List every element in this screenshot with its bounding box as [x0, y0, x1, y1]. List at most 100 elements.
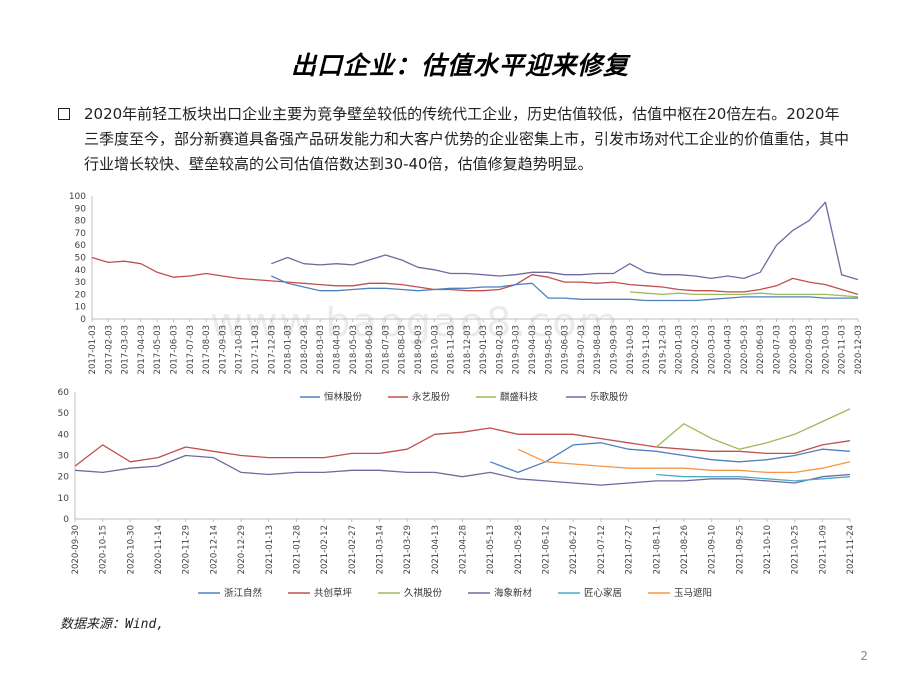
legend-top-label: 恒林股份	[324, 391, 363, 403]
x-tick-label: 2021-11-09	[818, 525, 828, 574]
x-tick-label: 2021-08-11	[652, 525, 662, 574]
x-tick-label: 2021-05-13	[486, 525, 496, 574]
x-tick-label: 2021-04-28	[459, 525, 469, 574]
series-line-1-0	[271, 201, 859, 281]
x-tick-label: 2017-05-03	[153, 325, 163, 374]
series-line-2-5	[517, 448, 851, 474]
x-tick-label: 2021-07-27	[625, 525, 635, 574]
x-tick-label: 2017-02-03	[104, 325, 114, 374]
x-tick-label: 2017-01-03	[88, 325, 98, 374]
x-tick-label: 2019-04-03	[528, 325, 538, 374]
x-tick-label: 2018-03-03	[316, 325, 326, 374]
x-tick-label: 2018-12-03	[463, 325, 473, 374]
x-tick-label: 2020-11-03	[838, 325, 848, 374]
series-line-2-2	[655, 408, 851, 450]
x-tick-label: 2017-08-03	[202, 325, 212, 374]
x-tick-label: 2021-10-25	[791, 525, 801, 574]
legend-bottom-label: 匠心家居	[584, 587, 622, 599]
series-line-2-4	[656, 473, 851, 482]
x-tick-label: 2019-02-03	[495, 325, 505, 374]
x-tick-label: 2020-03-03	[707, 325, 717, 374]
x-tick-label: 2018-02-03	[300, 325, 310, 374]
y-tick-label: 50	[75, 254, 87, 264]
x-tick-label: 2021-01-13	[265, 525, 275, 574]
x-tick-label: 2020-12-03	[854, 325, 864, 374]
x-tick-label: 2020-10-15	[99, 525, 109, 574]
y-tick-label: 30	[75, 278, 87, 288]
x-tick-label: 2021-09-25	[735, 525, 745, 574]
x-tick-label: 2020-10-03	[821, 325, 831, 374]
legend-top-label: 永艺股份	[412, 391, 451, 403]
x-tick-label: 2020-11-14	[154, 525, 164, 574]
x-tick-label: 2020-10-30	[126, 525, 136, 574]
y-tick-label: 10	[58, 494, 70, 504]
y-tick-label: 20	[58, 473, 70, 483]
x-tick-label: 2018-04-03	[332, 325, 342, 374]
x-tick-label: 2019-09-03	[610, 325, 620, 374]
watermark: www.baogao8.com	[210, 300, 620, 346]
series-line-2-1	[74, 427, 851, 467]
y-tick-label: 70	[75, 229, 87, 239]
x-tick-label: 2021-04-13	[431, 525, 441, 574]
x-tick-label: 2020-11-29	[182, 525, 192, 574]
x-tick-label: 2021-06-12	[542, 525, 552, 574]
data-source-note: 数据来源：Wind,	[60, 617, 165, 632]
x-tick-label: 2017-04-03	[137, 325, 147, 374]
x-tick-label: 2020-12-29	[237, 525, 247, 574]
y-tick-label: 60	[58, 388, 70, 398]
legend-bottom-label: 玉马遮阳	[674, 587, 712, 599]
x-tick-label: 2021-09-10	[708, 525, 718, 574]
x-tick-label: 2017-12-03	[267, 325, 277, 374]
y-tick-label: 10	[75, 303, 87, 313]
legend-bottom-label: 海象新材	[494, 587, 533, 599]
x-tick-label: 2020-02-03	[691, 325, 701, 374]
y-tick-label: 20	[75, 290, 87, 300]
x-tick-label: 2018-08-03	[398, 325, 408, 374]
pe-chart-2017-2020: 0 10 20 30 40 50 60 70 80 90 100 2017-01-03 2017-02-…	[69, 192, 864, 374]
x-tick-label: 2021-08-26	[680, 525, 690, 574]
x-tick-label: 2020-01-03	[675, 325, 685, 374]
x-tick-label: 2019-12-03	[658, 325, 668, 374]
series-line-2-0	[489, 442, 851, 474]
x-tick-label: 2019-07-03	[577, 325, 587, 374]
x-tick-label: 2020-09-03	[805, 325, 815, 374]
y-tick-label: 40	[58, 430, 70, 440]
x-tick-label: 2021-11-24	[846, 525, 856, 574]
x-tick-label: 2018-07-03	[381, 325, 391, 374]
x-tick-label: 2019-08-03	[593, 325, 603, 374]
x-tick-label: 2020-07-03	[773, 325, 783, 374]
x-tick-label: 2021-10-10	[763, 525, 773, 574]
legend-top-label: 乐歌股份	[590, 391, 629, 403]
series-line-1-2	[271, 275, 858, 302]
x-tick-label: 2021-07-12	[597, 525, 607, 574]
y-tick-label: 0	[63, 515, 69, 525]
y-tick-label: 0	[80, 315, 86, 325]
y-tick-label: 30	[58, 452, 70, 462]
slide-title: 出口企业：估值水平迎来修复	[290, 51, 629, 80]
x-tick-label: 2021-02-27	[348, 525, 358, 574]
y-tick-label: 50	[58, 409, 70, 419]
legend-bottom-label: 久祺股份	[404, 587, 443, 599]
x-tick-label: 2019-10-03	[626, 325, 636, 374]
x-tick-label: 2017-09-03	[218, 325, 228, 374]
legend-top-label: 麒盛科技	[500, 391, 539, 403]
y-tick-label: 100	[69, 192, 86, 202]
x-tick-label: 2018-01-03	[284, 325, 294, 374]
x-tick-label: 2018-09-03	[414, 325, 424, 374]
x-tick-label: 2017-11-03	[251, 325, 261, 374]
series-line-1-3	[629, 291, 859, 298]
body-paragraph: 2020年前轻工板块出口企业主要为竞争壁垒较低的传统代工企业，历史估值较低，估值…	[84, 105, 850, 173]
x-tick-label: 2020-08-03	[789, 325, 799, 374]
x-tick-label: 2021-03-29	[403, 525, 413, 574]
x-tick-label: 2019-01-03	[479, 325, 489, 374]
x-tick-label: 2017-10-03	[235, 325, 245, 374]
x-tick-label: 2021-02-12	[320, 525, 330, 574]
x-tick-label: 2021-06-27	[569, 525, 579, 574]
x-tick-label: 2019-03-03	[512, 325, 522, 374]
x-tick-label: 2021-03-14	[375, 525, 385, 574]
x-tick-label: 2017-03-03	[121, 325, 131, 374]
page-number: 2	[860, 649, 868, 663]
legend-bottom-label: 浙江自然	[224, 587, 263, 599]
x-tick-label: 2020-12-14	[209, 525, 219, 574]
x-tick-label: 2017-06-03	[169, 325, 179, 374]
